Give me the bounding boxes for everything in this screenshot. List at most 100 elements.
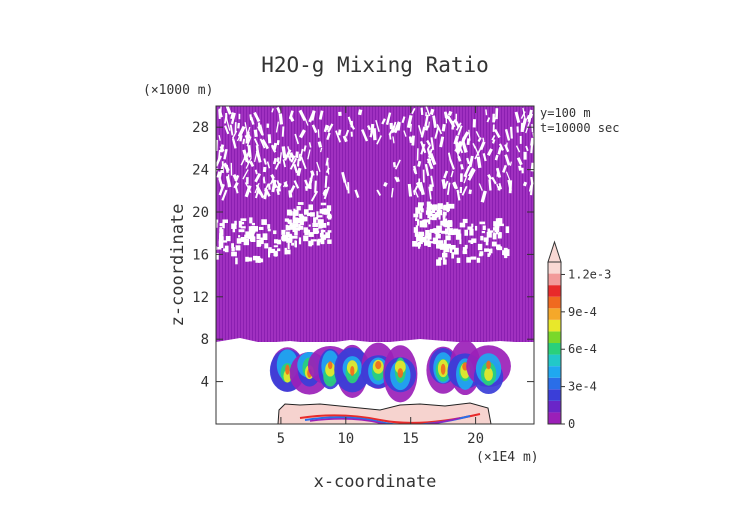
gap-cluster-0 (267, 224, 271, 229)
gap-cluster-3 (436, 225, 442, 233)
gap-cluster-0 (209, 241, 212, 246)
gap (525, 145, 529, 152)
gap-cluster-2 (314, 230, 320, 234)
gap (262, 166, 267, 173)
gap (447, 152, 452, 160)
gap (303, 145, 307, 152)
gap (316, 161, 321, 172)
gap (429, 184, 433, 192)
gap-cluster-2 (289, 226, 295, 230)
gap (249, 160, 255, 168)
gap (444, 112, 449, 120)
gap (221, 189, 228, 201)
gap-cluster-1 (464, 244, 468, 249)
gap-cluster-2 (292, 213, 296, 220)
gap (518, 165, 522, 171)
gap-cluster-2 (325, 209, 330, 213)
gap (487, 174, 493, 181)
gap (376, 135, 382, 145)
gap-cluster-1 (486, 231, 492, 238)
cirrus-gaps (209, 106, 534, 266)
gap (504, 129, 511, 141)
gap (417, 160, 422, 167)
gap (412, 165, 418, 175)
gap-cluster-0 (245, 256, 249, 262)
gap-cluster-1 (504, 255, 508, 259)
gap-cluster-2 (294, 240, 297, 247)
gap-cluster-3 (412, 240, 418, 247)
gap-cluster-3 (423, 238, 427, 243)
gap-cluster-2 (295, 227, 301, 231)
gap-cluster-3 (415, 225, 418, 231)
gap (415, 181, 423, 192)
gap (325, 157, 329, 166)
gap (396, 177, 400, 182)
gap (270, 144, 275, 150)
gap-cluster-3 (425, 229, 430, 236)
gap (449, 158, 455, 170)
gap (530, 113, 534, 119)
gap (308, 110, 316, 123)
gap-cluster-3 (444, 220, 450, 228)
gap (486, 117, 491, 123)
gap (430, 137, 435, 151)
gap (381, 118, 386, 125)
gap (240, 158, 246, 166)
gap-cluster-3 (438, 240, 444, 244)
gap-cluster-1 (436, 259, 442, 266)
gap-cluster-3 (415, 217, 418, 220)
gap-cluster-3 (415, 207, 421, 214)
gap (422, 169, 425, 183)
gap-cluster-2 (306, 212, 312, 217)
gap-cluster-3 (419, 220, 424, 228)
gap (218, 108, 223, 118)
gap (276, 139, 280, 146)
gap (223, 115, 228, 124)
gap-cluster-2 (297, 202, 304, 205)
gap (479, 141, 486, 151)
gap-cluster-2 (292, 223, 299, 228)
gap (230, 112, 236, 125)
y-tick-label-6: 28 (192, 120, 209, 136)
gap-cluster-1 (481, 230, 486, 234)
gap-cluster-2 (318, 223, 323, 229)
gap-cluster-2 (296, 206, 301, 211)
cell-2-layer-4 (325, 362, 336, 377)
gap (324, 175, 328, 188)
gap-cluster-0 (217, 246, 222, 250)
colorbar: 1.2e-3 9e-4 6e-4 3e-4 0 (547, 240, 611, 431)
gap-cluster-2 (321, 223, 327, 228)
gap (290, 155, 296, 163)
gap-cluster-1 (443, 251, 446, 257)
gap-cluster-3 (440, 243, 446, 250)
cell-6-layer-5 (440, 363, 446, 375)
gap-cluster-1 (441, 230, 446, 234)
gap-cluster-1 (443, 257, 446, 261)
gap (393, 121, 401, 134)
colorbar-label-4: 0 (568, 417, 575, 431)
annotation-y: y=100 m (540, 106, 591, 120)
gap (224, 125, 230, 135)
gap-cluster-3 (429, 203, 433, 210)
gap (322, 189, 327, 195)
cell-0-layer-5 (285, 364, 290, 375)
y-unit-label: (×1000 m) (143, 83, 213, 98)
gap-cluster-1 (505, 226, 510, 234)
gap-cluster-3 (443, 205, 449, 211)
gap (341, 171, 347, 183)
gap-cluster-3 (437, 233, 441, 239)
gap-cluster-2 (316, 239, 320, 246)
gap (516, 157, 523, 166)
gap (475, 130, 480, 138)
gap (300, 156, 307, 170)
gap (298, 109, 307, 122)
gap (428, 186, 432, 200)
gap (474, 147, 482, 160)
gap (443, 170, 449, 179)
gap (254, 172, 262, 183)
gap (424, 114, 429, 127)
gap (385, 112, 392, 125)
gap-cluster-1 (459, 222, 466, 228)
gap-cluster-0 (231, 243, 235, 249)
gap-cluster-2 (286, 237, 292, 243)
